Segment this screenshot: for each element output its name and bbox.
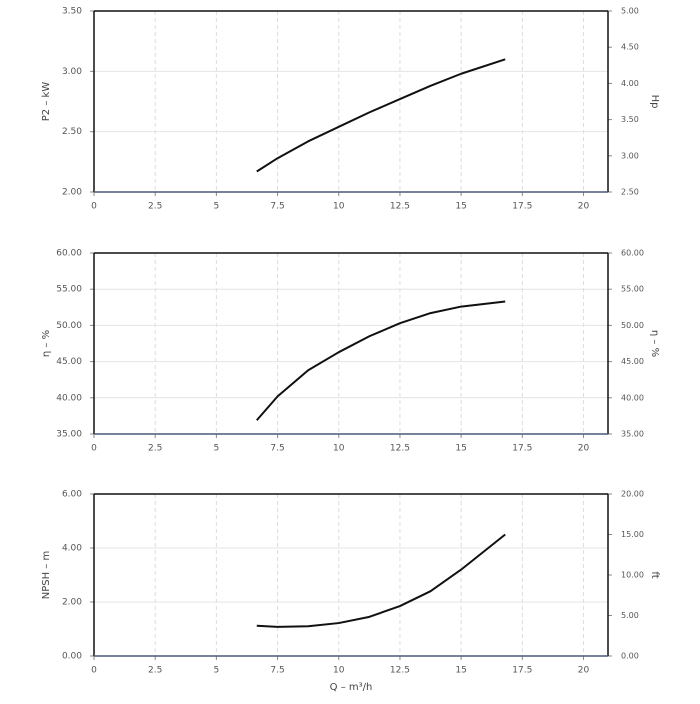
y2-tick-label: 50.00 [621, 321, 644, 330]
y-tick-label: 0.00 [62, 652, 82, 662]
x-axis-label: Q – m³/h [330, 682, 373, 693]
x-tick-label: 12.5 [390, 444, 410, 454]
x-tick-label: 7.5 [270, 202, 284, 212]
x-tick-label: 20 [578, 202, 590, 212]
x-tick-label: 2.5 [148, 666, 162, 676]
x-tick-label: 0 [91, 666, 97, 676]
x-tick-label: 20 [578, 444, 590, 454]
x-tick-label: 5 [214, 444, 220, 454]
y-tick-label: 55.00 [56, 285, 82, 295]
y-tick-label: 2.50 [62, 127, 82, 137]
x-tick-label: 15 [455, 444, 466, 454]
x-tick-label: 0 [91, 202, 97, 212]
y2-tick-label: 4.50 [621, 43, 639, 52]
x-tick-label: 2.5 [148, 202, 162, 212]
y2-tick-label: 35.00 [621, 430, 644, 439]
y2-tick-label: 0.00 [621, 652, 639, 661]
y2-tick-label: 40.00 [621, 393, 644, 402]
y-tick-label: 50.00 [56, 321, 82, 331]
y-tick-label: 35.00 [56, 430, 82, 440]
y2-axis-label: η – % [649, 330, 660, 357]
y-tick-label: 4.00 [62, 544, 82, 554]
y-axis-label: η – % [41, 330, 52, 357]
curve [256, 300, 506, 421]
y-tick-label: 2.00 [62, 598, 82, 608]
x-tick-label: 10 [333, 202, 345, 212]
x-tick-label: 10 [333, 666, 345, 676]
x-tick-label: 2.5 [148, 444, 162, 454]
y-tick-label: 3.50 [62, 7, 82, 17]
y2-tick-label: 15.00 [621, 530, 644, 539]
plot-area [94, 494, 608, 656]
y-tick-label: 3.00 [62, 67, 82, 77]
y2-tick-label: 5.00 [621, 611, 639, 620]
plot-area [94, 253, 608, 434]
y-axis-label: NPSH – m [41, 551, 52, 599]
curve [256, 533, 506, 628]
x-tick-label: 12.5 [390, 666, 410, 676]
y2-axis-label: ft [649, 571, 660, 578]
y2-tick-label: 55.00 [621, 285, 644, 294]
x-tick-label: 17.5 [512, 666, 532, 676]
y2-tick-label: 20.00 [621, 490, 644, 499]
y2-tick-label: 3.00 [621, 151, 639, 160]
x-tick-label: 5 [214, 202, 220, 212]
y-axis-label: P2 – kW [41, 82, 52, 122]
y2-tick-label: 4.00 [621, 79, 639, 88]
y-tick-label: 2.00 [62, 188, 82, 198]
x-tick-label: 10 [333, 444, 345, 454]
x-tick-label: 20 [578, 666, 590, 676]
y2-tick-label: 45.00 [621, 357, 644, 366]
y2-tick-label: 60.00 [621, 249, 644, 258]
x-tick-label: 17.5 [512, 202, 532, 212]
x-tick-label: 17.5 [512, 444, 532, 454]
y2-axis-label: Hp [649, 95, 660, 109]
x-tick-label: 7.5 [270, 444, 284, 454]
y2-tick-label: 3.50 [621, 115, 639, 124]
y2-tick-label: 2.50 [621, 188, 639, 197]
y-tick-label: 45.00 [56, 357, 82, 367]
y-tick-label: 40.00 [56, 393, 82, 403]
x-tick-label: 15 [455, 202, 466, 212]
x-tick-label: 5 [214, 666, 220, 676]
y2-tick-label: 10.00 [621, 571, 644, 580]
y2-tick-label: 5.00 [621, 7, 639, 16]
y-tick-label: 6.00 [62, 490, 82, 500]
curve [256, 58, 506, 173]
y-tick-label: 60.00 [56, 249, 82, 259]
x-tick-label: 7.5 [270, 666, 284, 676]
x-tick-label: 12.5 [390, 202, 410, 212]
x-tick-label: 15 [455, 666, 466, 676]
plot-area [94, 11, 608, 192]
x-tick-label: 0 [91, 444, 97, 454]
